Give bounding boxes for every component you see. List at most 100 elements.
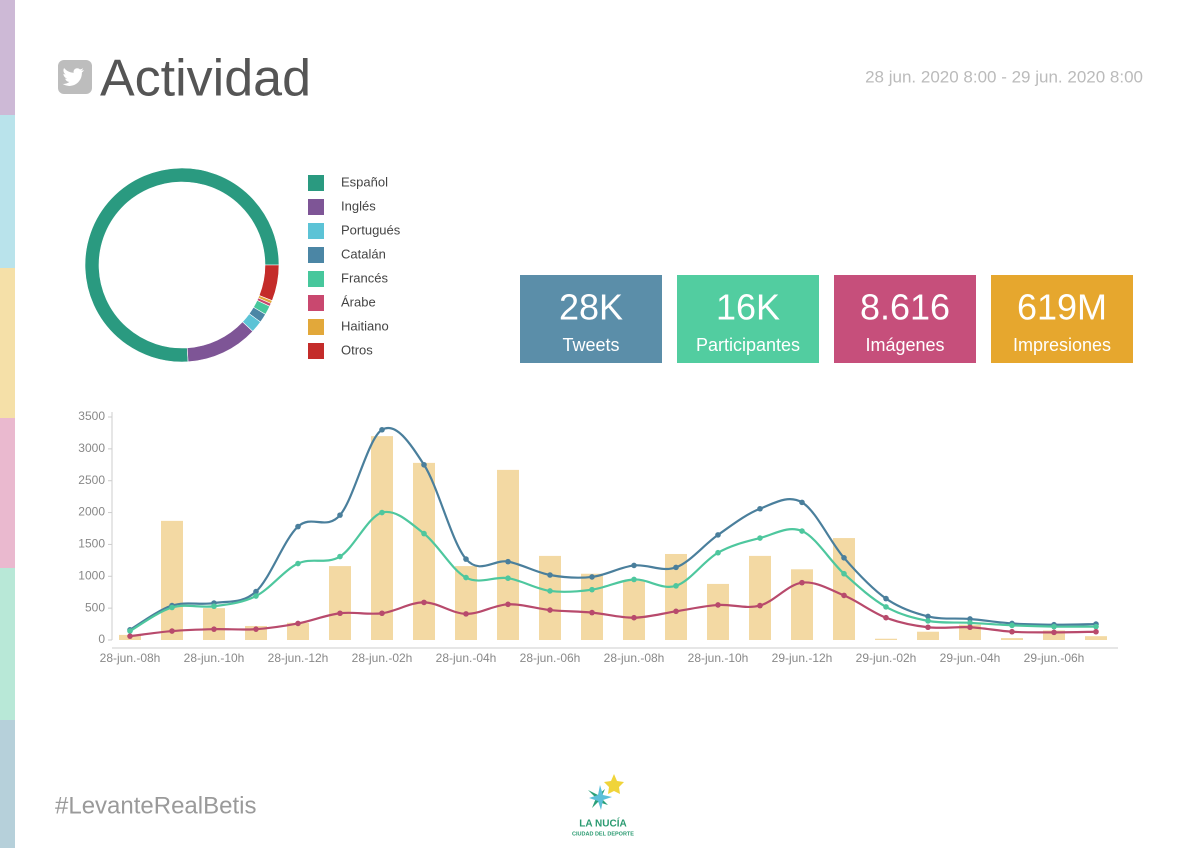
bar bbox=[1001, 638, 1023, 640]
bar bbox=[833, 538, 855, 640]
logo: LA NUCÍA CIUDAD DEL DEPORTE bbox=[572, 774, 634, 837]
twitter-icon bbox=[58, 60, 92, 94]
y-tick-label: 3500 bbox=[78, 409, 105, 423]
line-point bbox=[967, 624, 973, 631]
donut-segment bbox=[186, 321, 254, 363]
line-point bbox=[547, 572, 553, 578]
bar bbox=[1043, 630, 1065, 640]
y-tick-label: 1000 bbox=[78, 568, 105, 582]
y-tick-label: 3000 bbox=[78, 441, 105, 455]
line-point bbox=[757, 602, 763, 609]
line-point bbox=[211, 626, 217, 632]
x-tick-label: 29-jun.-04h bbox=[940, 651, 1001, 665]
y-tick-label: 1500 bbox=[78, 537, 105, 551]
line-point bbox=[589, 586, 595, 593]
kpi-label: Participantes bbox=[696, 335, 800, 355]
line-point bbox=[631, 576, 637, 583]
line-point bbox=[127, 633, 133, 639]
line-point bbox=[1009, 628, 1015, 635]
line-point bbox=[715, 602, 721, 608]
bar bbox=[413, 462, 435, 640]
line-point bbox=[463, 556, 469, 562]
legend-label: Español bbox=[341, 174, 388, 189]
kpi-card bbox=[677, 275, 819, 363]
line-point bbox=[211, 603, 217, 610]
legend-swatch bbox=[308, 199, 324, 215]
x-tick-label: 28-jun.-02h bbox=[352, 651, 413, 665]
line-point bbox=[295, 560, 301, 567]
kpi-label: Impresiones bbox=[1013, 335, 1111, 355]
kpi-value: 619M bbox=[1017, 287, 1107, 328]
line-point bbox=[631, 614, 637, 621]
bar bbox=[161, 520, 183, 640]
line-point bbox=[1009, 622, 1015, 629]
line-point bbox=[631, 562, 637, 569]
line-point bbox=[169, 628, 175, 634]
legend-swatch bbox=[308, 343, 324, 359]
bar bbox=[1085, 636, 1107, 640]
legend-swatch bbox=[308, 271, 324, 287]
bar bbox=[581, 573, 603, 640]
x-tick-label: 28-jun.-04h bbox=[436, 651, 497, 665]
line-point bbox=[1093, 623, 1099, 630]
x-tick-label: 29-jun.-06h bbox=[1024, 651, 1085, 665]
line-point bbox=[547, 588, 553, 594]
bar bbox=[623, 580, 645, 640]
line-point bbox=[799, 528, 805, 534]
line-point bbox=[337, 553, 343, 560]
y-tick-label: 2000 bbox=[78, 505, 105, 519]
side-band bbox=[0, 115, 15, 268]
bar bbox=[371, 436, 393, 640]
side-band bbox=[0, 568, 15, 720]
kpi-card bbox=[991, 275, 1133, 363]
line-point bbox=[547, 607, 553, 613]
y-tick-label: 0 bbox=[98, 632, 105, 646]
line-point bbox=[337, 610, 343, 617]
x-tick-label: 29-jun.-12h bbox=[772, 651, 833, 665]
hashtag: #LevanteRealBetis bbox=[55, 792, 256, 819]
side-band bbox=[0, 268, 15, 418]
line-point bbox=[295, 523, 301, 530]
line-point bbox=[799, 579, 805, 586]
y-tick-label: 2500 bbox=[78, 473, 105, 487]
line-point bbox=[799, 499, 805, 506]
legend-swatch bbox=[308, 175, 324, 191]
bar bbox=[329, 566, 351, 640]
legend-swatch bbox=[308, 223, 324, 239]
line-point bbox=[253, 626, 259, 632]
legend-swatch bbox=[308, 295, 324, 311]
x-tick-label: 29-jun.-02h bbox=[856, 651, 917, 665]
bar bbox=[749, 555, 771, 640]
kpi-label: Imágenes bbox=[865, 335, 944, 355]
line-point bbox=[883, 595, 889, 602]
line-point bbox=[589, 574, 595, 580]
kpi-value: 16K bbox=[716, 287, 780, 328]
x-tick-label: 28-jun.-06h bbox=[520, 651, 581, 665]
line-point bbox=[379, 426, 385, 433]
line-point bbox=[589, 609, 595, 616]
line-point bbox=[421, 599, 427, 606]
line-point bbox=[715, 549, 721, 556]
line-point bbox=[673, 608, 679, 615]
line-point bbox=[127, 628, 133, 634]
y-tick-label: 500 bbox=[85, 600, 105, 614]
legend-swatch bbox=[308, 247, 324, 263]
kpi-value: 28K bbox=[559, 287, 623, 328]
bar bbox=[455, 566, 477, 640]
line-point bbox=[421, 530, 427, 537]
kpi-card bbox=[834, 275, 976, 363]
x-tick-label: 28-jun.-08h bbox=[100, 651, 161, 665]
line-point bbox=[169, 604, 175, 611]
line-point bbox=[883, 604, 889, 610]
title: Actividad bbox=[100, 50, 311, 108]
line-point bbox=[673, 583, 679, 589]
line-point bbox=[463, 574, 469, 581]
line-point bbox=[757, 535, 763, 541]
line-point bbox=[883, 614, 889, 621]
kpi-value: 8.616 bbox=[860, 287, 950, 328]
logo-name: LA NUCÍA bbox=[579, 817, 626, 830]
line-point bbox=[841, 592, 847, 599]
line-point bbox=[673, 564, 679, 571]
line bbox=[129, 581, 1097, 638]
